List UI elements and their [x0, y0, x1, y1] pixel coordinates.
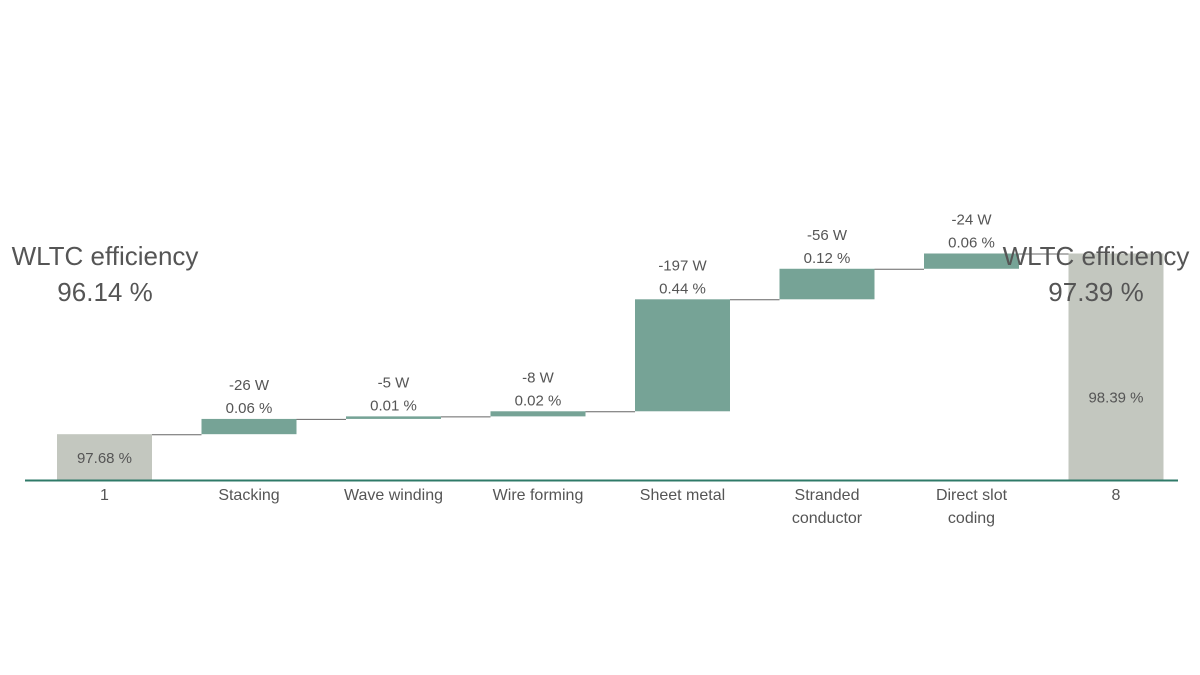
- tick-label-0: 1: [100, 487, 109, 504]
- bar-7: [1068, 253, 1164, 480]
- data-label-pct-5: 0.12 %: [804, 250, 851, 267]
- data-label-power-6: -24 W: [951, 211, 992, 228]
- data-label-pct-6: 0.06 %: [948, 234, 995, 251]
- data-label-pct-2: 0.01 %: [370, 397, 417, 414]
- data-label-power-5: -56 W: [807, 227, 848, 244]
- left-annotation-value: 96.14 %: [57, 277, 153, 307]
- data-label-power-1: -26 W: [229, 377, 270, 394]
- tick-label-2: Wave winding: [344, 487, 443, 504]
- bar-6: [924, 253, 1019, 269]
- tick-label-7: 8: [1112, 487, 1121, 504]
- data-label-power-2: -5 W: [378, 374, 411, 391]
- data-label-pct-3: 0.02 %: [515, 392, 562, 409]
- tick-label-5-0: Stranded: [795, 487, 860, 504]
- bar-5: [779, 268, 875, 300]
- right-annotation-value: 97.39 %: [1048, 277, 1144, 307]
- bar-2: [346, 416, 441, 419]
- tick-label-6-0: Direct slot: [936, 487, 1008, 504]
- tick-label-6-1: coding: [948, 510, 995, 527]
- left-annotation-title: WLTC efficiency: [11, 241, 199, 271]
- right-annotation-title: WLTC efficiency: [1002, 241, 1190, 271]
- tick-label-4: Sheet metal: [640, 487, 725, 504]
- bar-0: [57, 434, 152, 480]
- bar-3: [490, 411, 586, 417]
- data-label-pct-1: 0.06 %: [226, 400, 273, 417]
- data-label-pct-4: 0.44 %: [659, 280, 706, 297]
- tick-label-1: Stacking: [218, 487, 279, 504]
- bar-4: [635, 299, 730, 412]
- data-label-power-4: -197 W: [658, 257, 707, 274]
- tick-label-5-1: conductor: [792, 510, 863, 527]
- data-label-power-3: -8 W: [522, 369, 555, 386]
- tick-label-3: Wire forming: [493, 487, 584, 504]
- data-label-0: 97.68 %: [77, 450, 132, 467]
- data-label-7: 98.39 %: [1088, 389, 1143, 406]
- bar-1: [201, 418, 297, 435]
- right-annotation: WLTC efficiency 97.39 %: [1000, 238, 1192, 310]
- left-annotation: WLTC efficiency 96.14 %: [10, 238, 200, 310]
